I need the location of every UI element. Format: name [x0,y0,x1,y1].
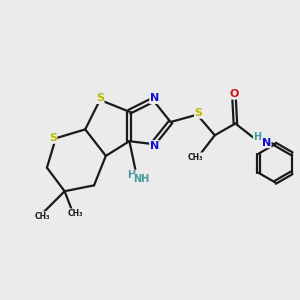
Text: N: N [150,94,159,103]
Text: S: S [49,133,57,143]
Text: CH₃: CH₃ [188,153,203,162]
Text: N: N [150,141,159,151]
Text: H: H [127,170,135,180]
Text: N: N [262,138,271,148]
Text: O: O [229,89,239,99]
Text: CH₃: CH₃ [67,209,83,218]
Text: S: S [96,94,104,103]
Text: NH: NH [133,174,149,184]
Text: H: H [254,132,262,142]
Text: S: S [195,108,203,118]
Text: CH₃: CH₃ [35,212,50,221]
